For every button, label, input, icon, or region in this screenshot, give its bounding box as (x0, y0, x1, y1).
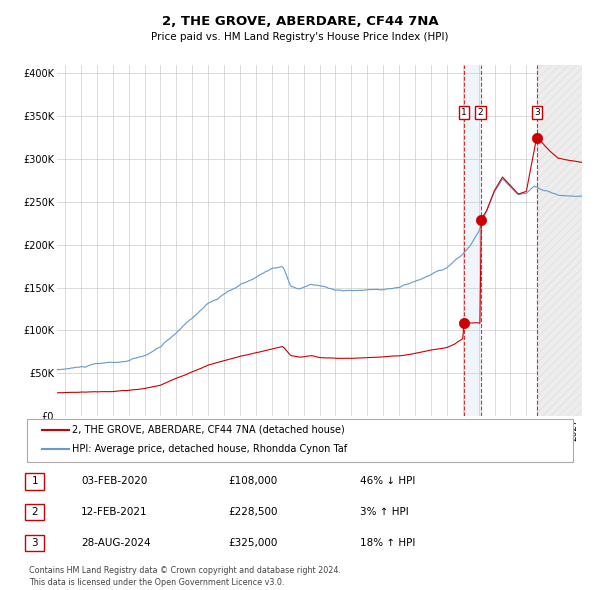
Bar (537, 65, 598, 416)
Text: Price paid vs. HM Land Registry's House Price Index (HPI): Price paid vs. HM Land Registry's House … (151, 32, 449, 42)
Text: HPI: Average price, detached house, Rhondda Cynon Taf: HPI: Average price, detached house, Rhon… (72, 444, 347, 454)
Point (460, 319, 469, 328)
Point (532, 133, 542, 142)
Text: £325,000: £325,000 (228, 538, 277, 548)
Text: 1: 1 (461, 108, 467, 117)
Text: 2, THE GROVE, ABERDARE, CF44 7NA: 2, THE GROVE, ABERDARE, CF44 7NA (161, 15, 439, 28)
Text: 2, THE GROVE, ABERDARE, CF44 7NA (detached house): 2, THE GROVE, ABERDARE, CF44 7NA (detach… (72, 425, 345, 434)
Text: 12-FEB-2021: 12-FEB-2021 (81, 507, 148, 517)
Text: 3% ↑ HPI: 3% ↑ HPI (360, 507, 409, 517)
Bar (464, 65, 481, 416)
Text: 2: 2 (31, 507, 38, 517)
Text: 3: 3 (31, 538, 38, 548)
Text: 46% ↓ HPI: 46% ↓ HPI (360, 477, 415, 486)
Text: £108,000: £108,000 (228, 477, 277, 486)
Text: £228,500: £228,500 (228, 507, 277, 517)
Text: 03-FEB-2020: 03-FEB-2020 (81, 477, 148, 486)
Bar (537, 65, 598, 416)
Text: 2: 2 (478, 108, 484, 117)
Text: 18% ↑ HPI: 18% ↑ HPI (360, 538, 415, 548)
Text: 3: 3 (534, 108, 539, 117)
Text: 1: 1 (31, 477, 38, 486)
Point (476, 215, 485, 225)
Text: Contains HM Land Registry data © Crown copyright and database right 2024.
This d: Contains HM Land Registry data © Crown c… (29, 566, 341, 587)
Text: 28-AUG-2024: 28-AUG-2024 (81, 538, 151, 548)
